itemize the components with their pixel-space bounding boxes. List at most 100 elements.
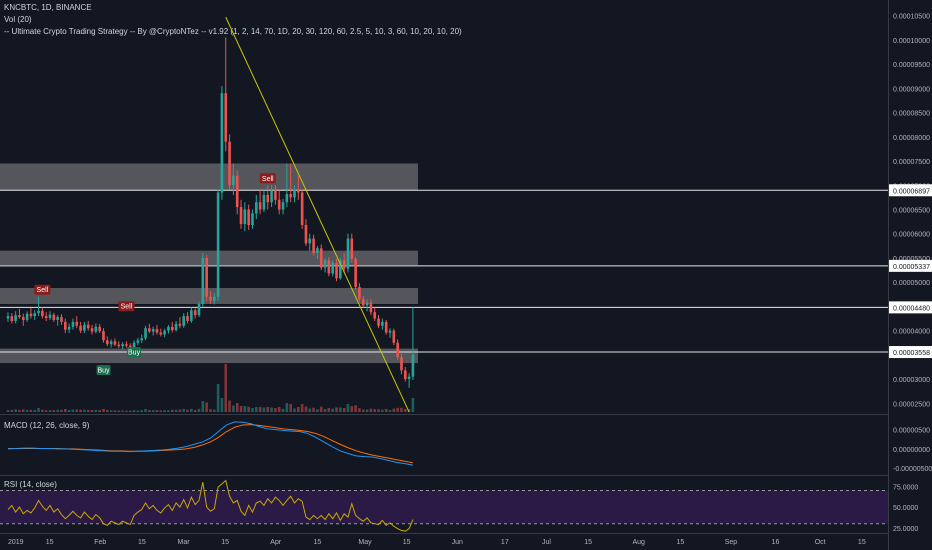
volume-bar [289,404,292,412]
candle-body [216,192,220,297]
symbol-title: KNCBTC, 1D, BINANCE [4,3,92,12]
volume-bar [94,409,98,412]
candle [52,312,56,322]
candle-body [411,354,415,377]
candle-body [56,317,59,320]
candle [148,323,151,334]
candle-body [170,326,174,331]
candle-body [289,193,292,198]
volume-bar [381,409,384,412]
candle [102,328,105,343]
candle-body [209,296,212,301]
candle-body [293,189,296,198]
candle-body [251,213,254,226]
candle-body [163,330,166,335]
volume-bar [235,403,239,412]
buy-signal-badge [96,365,111,376]
price-axis-tick: 0.00008500 [893,111,930,118]
time-axis-tick: Apr [270,539,282,546]
candle [373,307,377,321]
candle [312,234,315,256]
volume-bar [209,409,212,412]
candle-body [228,141,231,186]
volume-bar [33,410,37,412]
candle [319,244,323,271]
support-resistance-zone [0,348,418,364]
candle [151,326,155,336]
sell-signal-badge [34,284,51,295]
volume-bar [155,410,159,412]
time-axis-tick: 16 [772,539,780,546]
candle [350,233,354,263]
candle-body [346,238,350,269]
candle [106,336,109,347]
candle [190,307,193,323]
candle [21,313,25,326]
candle [274,185,277,205]
candle-body [98,326,101,332]
volume-bar [109,410,113,412]
candle-body [10,316,14,321]
candle-body [377,318,380,326]
candle [136,337,140,346]
candle [29,307,33,319]
candle [90,324,94,335]
candle-body [232,175,235,186]
candle [86,320,90,331]
candle [361,295,365,308]
volume-bar [335,407,338,412]
volume-bar [365,409,369,412]
candle [327,256,331,277]
candle-body [140,338,143,341]
candle-body [365,302,369,306]
candle-body [403,370,407,380]
candle [75,316,79,329]
candle-body [83,324,86,331]
volume-bar [377,409,380,412]
candle-body [21,317,25,320]
candle-body [106,340,109,345]
macd-axis-tick: 0.00000500 [893,428,930,435]
candle-body [186,316,189,321]
candle-body [37,310,40,314]
candle [197,301,201,318]
volume-bar [151,410,155,412]
candle-body [335,262,338,279]
volume-bar [52,410,56,412]
volume-bar [41,409,44,412]
candle [262,190,266,212]
volume-bar [228,400,231,412]
candle [381,318,384,330]
volume-bar [117,410,121,412]
candle-body [300,192,304,226]
time-axis-tick: 17 [501,539,509,546]
rsi-pane-label: RSI (14, close) [4,480,57,489]
volume-bar [67,410,71,412]
price-axis-tick: 0.00010000 [893,38,930,45]
volume-bar [56,409,59,412]
volume-bar [331,408,334,412]
volume-bar [369,408,373,412]
candle [266,185,270,210]
time-axis-tick: 15 [584,539,592,546]
time-axis-tick: Sep [725,539,738,546]
candle-body [247,209,250,226]
volume-bar [258,407,262,412]
candle-body [41,310,44,317]
volume-bar [25,409,29,412]
candle [167,324,170,334]
volume-bar [90,410,94,412]
candle-body [308,238,312,244]
volume-bar [277,407,281,412]
price-axis-tick: 0.00010500 [893,14,930,21]
volume-bar [297,407,300,412]
candle [396,339,399,360]
time-axis-tick: 15 [676,539,684,546]
candle-body [136,340,140,343]
rsi-line [7,479,414,532]
candle-body [358,287,361,300]
volume-bar [182,409,186,412]
candle-body [193,310,197,316]
candle [243,202,247,232]
